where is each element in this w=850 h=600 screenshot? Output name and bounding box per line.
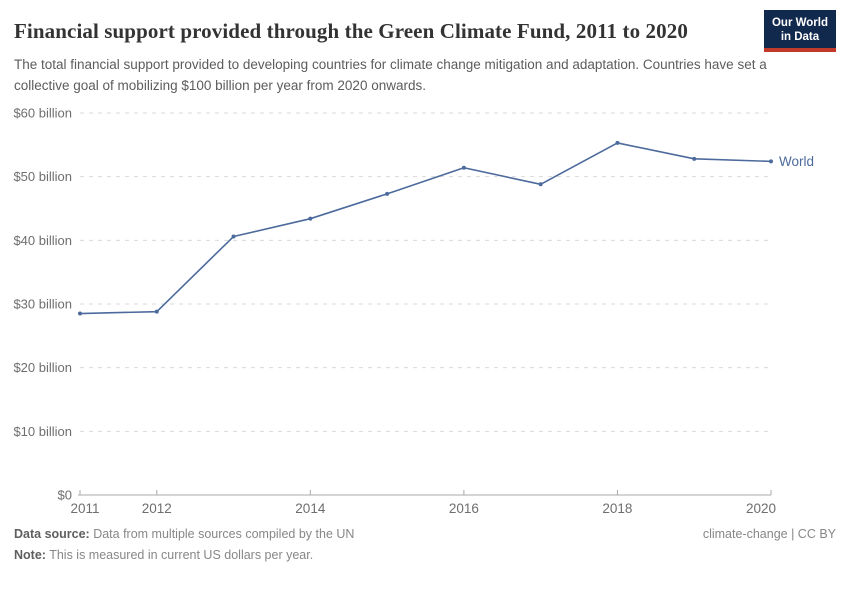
chart-subtitle: The total financial support provided to … [14, 57, 767, 93]
data-point-2018[interactable] [615, 140, 620, 145]
owid-logo-line1: Our World [771, 17, 828, 29]
data-point-2017[interactable] [538, 182, 543, 187]
y-tick-label: $60 billion [13, 106, 72, 121]
data-source-text: Data from multiple sources compiled by t… [89, 527, 355, 541]
series-end-label[interactable]: World [779, 154, 814, 169]
page-title: Financial support provided through the G… [14, 19, 688, 43]
x-tick-label: 2020 [746, 501, 776, 516]
data-point-2019[interactable] [692, 156, 697, 161]
note-line: Note: This is measured in current US dol… [14, 545, 354, 566]
y-tick-label: $30 billion [13, 297, 72, 312]
data-source-label: Data source: [14, 527, 90, 541]
data-point-2011[interactable] [78, 311, 82, 316]
data-point-2015[interactable] [385, 191, 390, 196]
y-tick-label: $40 billion [13, 233, 72, 248]
owid-logo-line2: in Data [780, 31, 820, 43]
x-tick-label: 2016 [449, 501, 479, 516]
y-tick-label: $0 [58, 488, 72, 503]
y-tick-label: $50 billion [13, 169, 72, 184]
footer-notes: Data source: Data from multiple sources … [14, 524, 354, 566]
x-tick-label: 2014 [295, 501, 326, 516]
data-point-2016[interactable] [461, 165, 466, 170]
y-tick-label: $10 billion [13, 424, 72, 439]
data-point-2020[interactable] [769, 159, 773, 164]
license-text: climate-change | CC BY [702, 527, 836, 541]
owid-logo: Our World in Data [763, 10, 836, 52]
data-source-line: Data source: Data from multiple sources … [14, 524, 354, 545]
data-point-2014[interactable] [308, 216, 313, 221]
x-tick-label: 2012 [142, 501, 172, 516]
y-tick-label: $20 billion [13, 360, 72, 375]
chart-footer: Data source: Data from multiple sources … [0, 522, 850, 566]
line-chart: $0 $10 billion $20 billion $30 billion $40 b… [13, 106, 814, 517]
x-tick-label: 2011 [70, 501, 99, 516]
note-label: Note: [14, 548, 46, 562]
note-text: This is measured in current US dollars p… [45, 548, 314, 562]
chart-header: Financial support provided through the G… [0, 0, 850, 96]
data-point-2013[interactable] [231, 234, 236, 239]
data-line-world[interactable] [79, 142, 772, 315]
x-tick-label: 2018 [602, 501, 632, 516]
data-point-2012[interactable] [154, 309, 159, 314]
